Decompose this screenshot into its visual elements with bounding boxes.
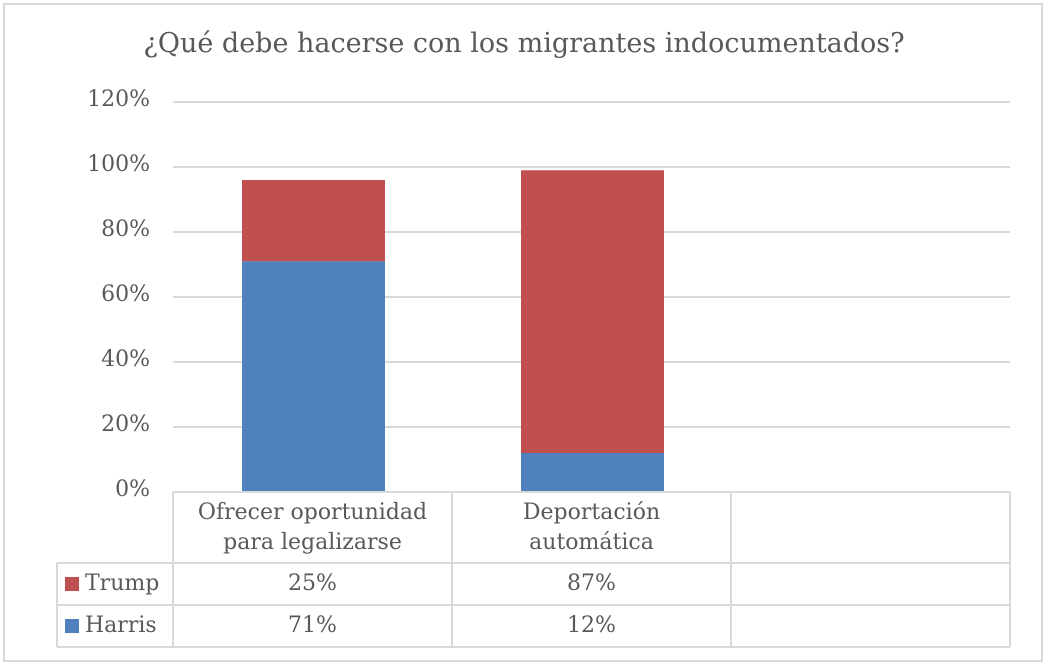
y-tick-label: 60% [101,282,150,307]
data-label [731,563,1010,605]
data-label: 25% [288,571,337,596]
y-tick-label: 20% [101,412,150,437]
data-label: 87% [567,571,616,596]
category-label: Ofrecer oportunidad para legalizarse [197,499,428,555]
y-tick-label: 40% [101,347,150,372]
chart-title: ¿Qué debe hacerse con los migrantes indo… [143,28,905,59]
bar-harris [242,261,385,492]
legend-swatch [65,577,79,591]
bar-harris [521,453,664,492]
category-label [741,492,1000,563]
legend-label: Trump [85,571,160,596]
legend-harris: Harris [57,605,173,647]
data-label: 12% [567,613,616,638]
data-label [731,605,1010,647]
bar-trump [242,180,385,262]
legend-swatch [65,619,79,633]
y-tick-label: 0% [115,477,150,502]
y-tick-label: 120% [87,87,150,112]
category-label: Deportación automática [522,499,661,555]
legend-trump: Trump [57,563,173,605]
y-tick-label: 100% [87,152,150,177]
y-tick-label: 80% [101,217,150,242]
chart-frame [3,3,1043,662]
bar-trump [521,170,664,453]
legend-label: Harris [85,613,157,638]
data-label: 71% [288,613,337,638]
